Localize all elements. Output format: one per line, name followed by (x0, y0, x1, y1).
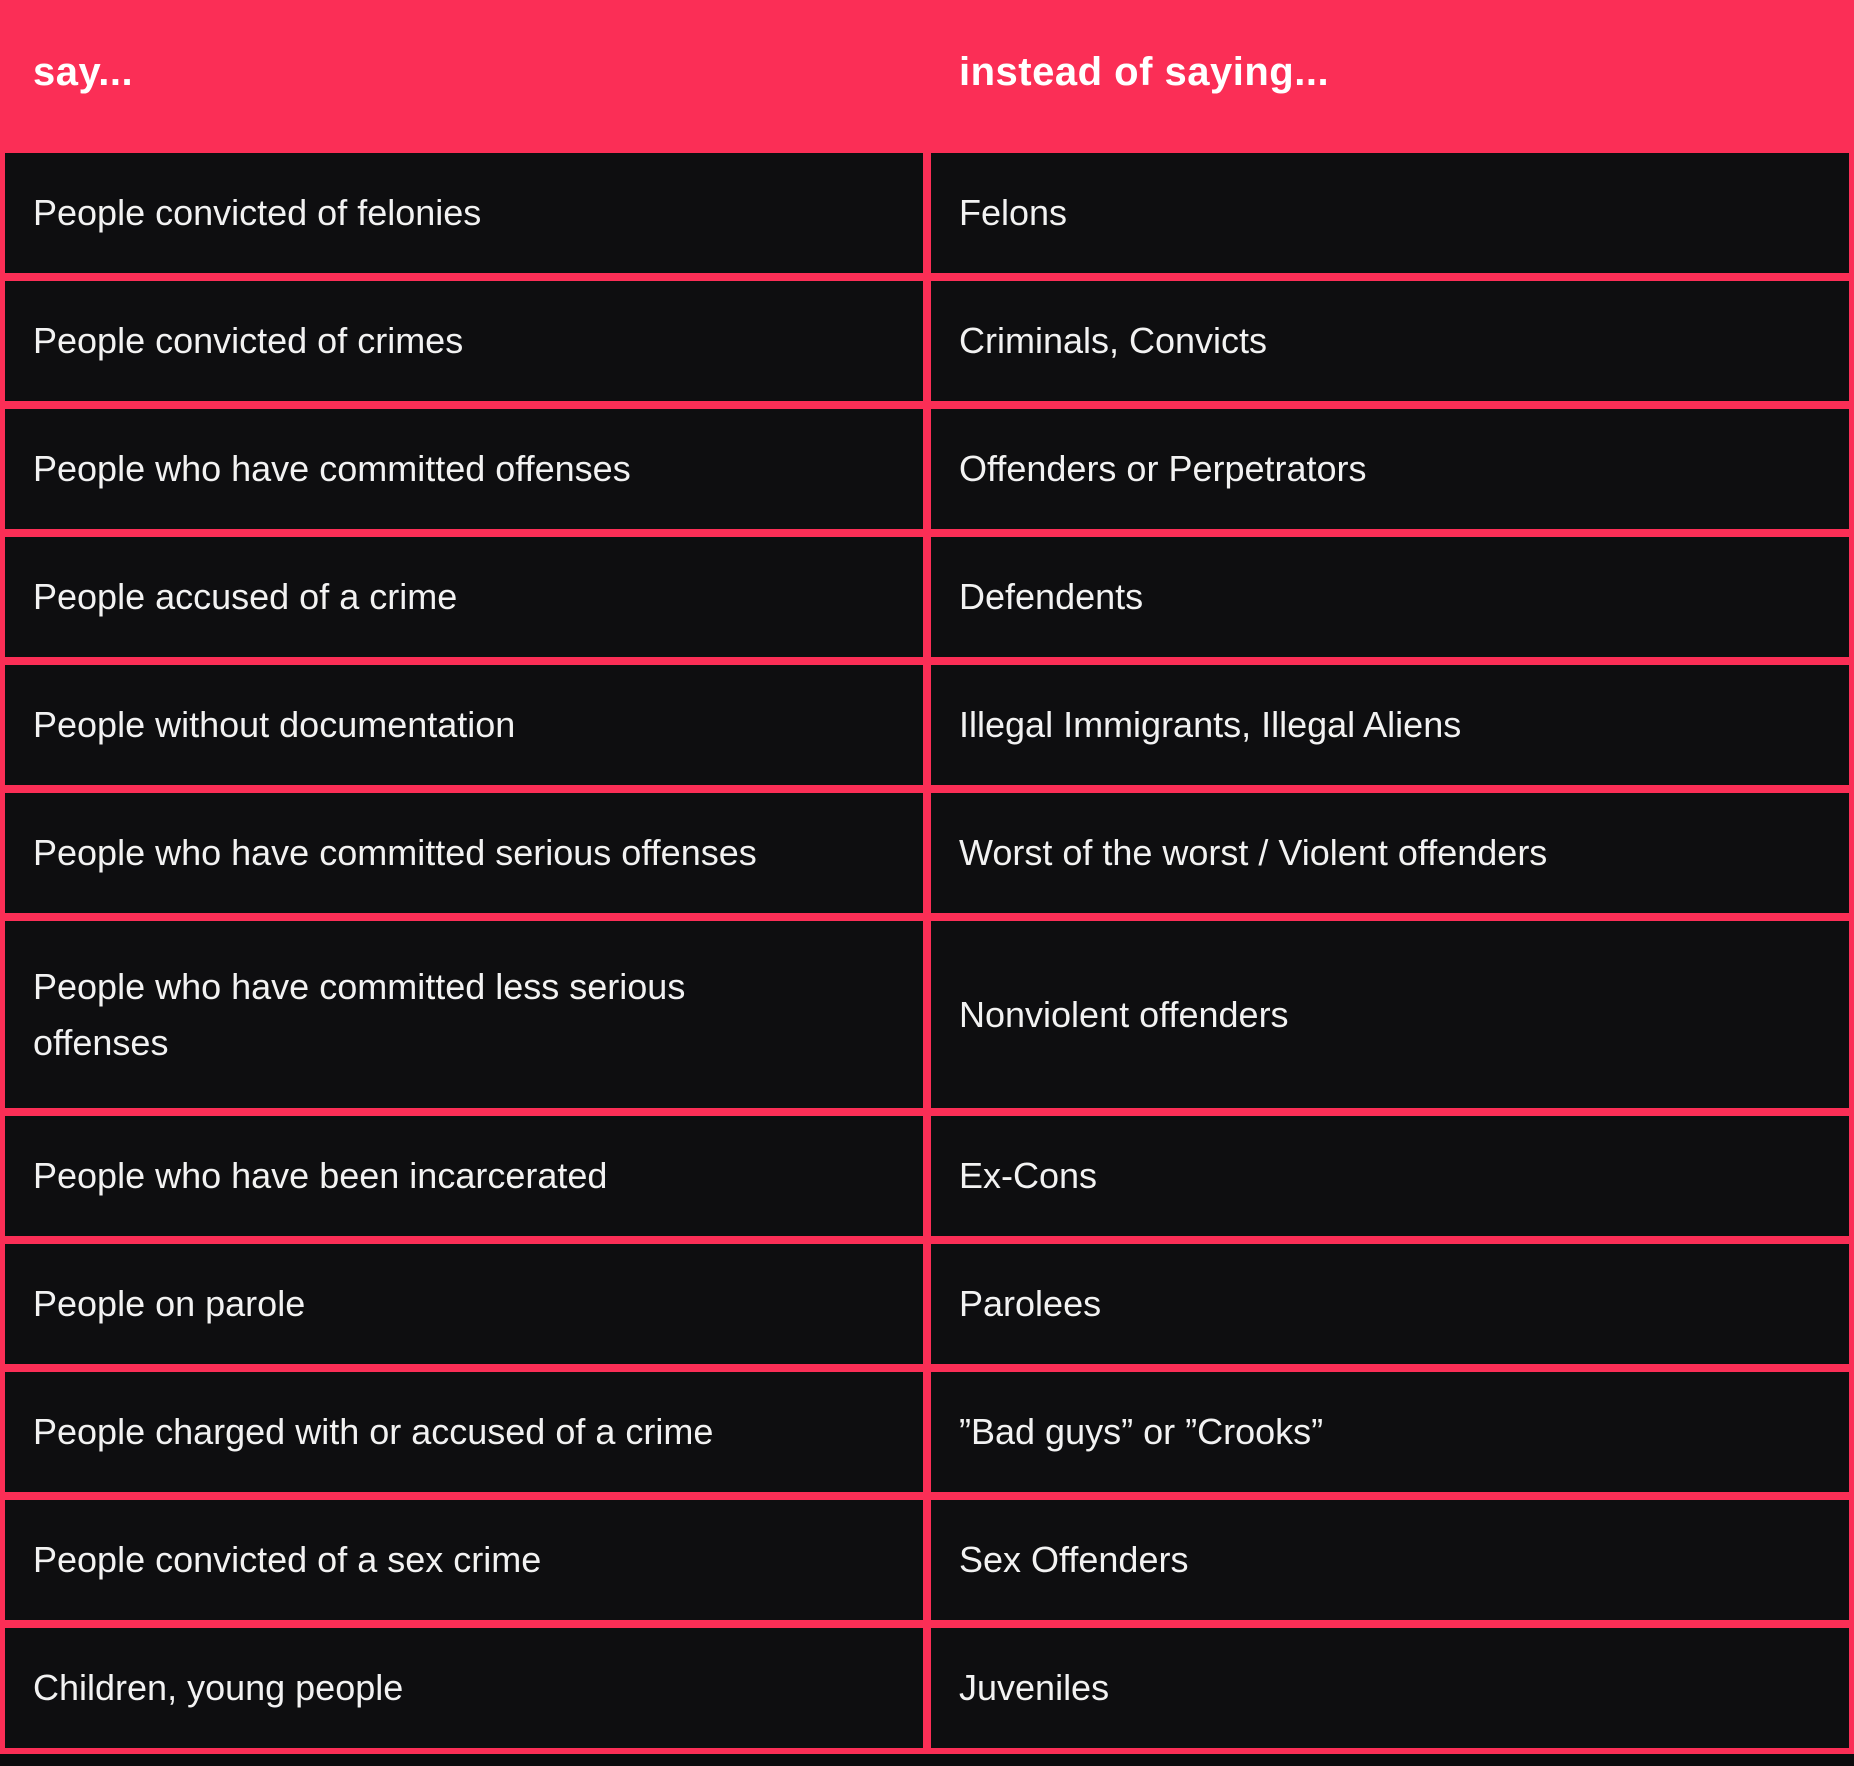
say-cell: People convicted of a sex crime (5, 1500, 923, 1620)
say-cell: People who have committed less serious o… (5, 921, 923, 1108)
say-cell: People charged with or accused of a crim… (5, 1372, 923, 1492)
table-row: People who have committed serious offens… (5, 793, 1849, 913)
say-text: People who have been incarcerated (33, 1155, 608, 1197)
instead-text: Ex-Cons (959, 1155, 1098, 1197)
instead-cell: Juveniles (931, 1628, 1849, 1748)
say-text: People who have committed less serious o… (33, 965, 686, 1063)
instead-text: Defendents (959, 576, 1144, 618)
say-text: People charged with or accused of a crim… (33, 1411, 714, 1453)
say-text: People without documentation (33, 704, 516, 746)
instead-cell: Nonviolent offenders (931, 921, 1849, 1108)
column-header-say: say... (33, 50, 134, 94)
instead-text: Juveniles (959, 1667, 1110, 1709)
say-text: People convicted of a sex crime (33, 1539, 542, 1581)
instead-cell: Sex Offenders (931, 1500, 1849, 1620)
table-row: Children, young people Juveniles (5, 1628, 1849, 1748)
instead-cell: Worst of the worst / Violent offenders (931, 793, 1849, 913)
table-row: People who have been incarcerated Ex-Con… (5, 1116, 1849, 1236)
table-row: People on parole Parolees (5, 1244, 1849, 1364)
table-row: People charged with or accused of a crim… (5, 1372, 1849, 1492)
say-text: Children, young people (33, 1667, 404, 1709)
say-cell: People convicted of felonies (5, 153, 923, 273)
say-cell: People accused of a crime (5, 537, 923, 657)
instead-cell: Ex-Cons (931, 1116, 1849, 1236)
say-cell: People convicted of crimes (5, 281, 923, 401)
instead-cell: Criminals, Convicts (931, 281, 1849, 401)
say-text: People who have committed serious offens… (33, 832, 757, 874)
table-header: say... instead of saying... (5, 0, 1849, 145)
instead-text: Offenders or Perpetrators (959, 448, 1367, 490)
say-text: People convicted of felonies (33, 192, 482, 234)
instead-cell: Felons (931, 153, 1849, 273)
instead-cell: ”Bad guys” or ”Crooks” (931, 1372, 1849, 1492)
say-cell: People on parole (5, 1244, 923, 1364)
table-row: People who have committed offenses Offen… (5, 409, 1849, 529)
say-cell: Children, young people (5, 1628, 923, 1748)
say-cell: People who have committed serious offens… (5, 793, 923, 913)
instead-cell: Offenders or Perpetrators (931, 409, 1849, 529)
instead-cell: Parolees (931, 1244, 1849, 1364)
table-row: People accused of a crime Defendents (5, 537, 1849, 657)
table-row: People without documentation Illegal Imm… (5, 665, 1849, 785)
column-header-instead: instead of saying... (959, 50, 1330, 94)
say-text: People on parole (33, 1283, 306, 1325)
instead-text: Nonviolent offenders (959, 993, 1289, 1035)
table-row: People convicted of a sex crime Sex Offe… (5, 1500, 1849, 1620)
say-cell: People who have committed offenses (5, 409, 923, 529)
instead-text: Criminals, Convicts (959, 320, 1268, 362)
say-text: People who have committed offenses (33, 448, 631, 490)
instead-text: Worst of the worst / Violent offenders (959, 832, 1548, 874)
instead-text: Felons (959, 192, 1068, 234)
instead-cell: Defendents (931, 537, 1849, 657)
instead-text: Parolees (959, 1283, 1102, 1325)
instead-text: Sex Offenders (959, 1539, 1189, 1581)
instead-text: Illegal Immigrants, Illegal Aliens (959, 704, 1462, 746)
say-cell: People who have been incarcerated (5, 1116, 923, 1236)
table-row: People convicted of felonies Felons (5, 153, 1849, 273)
table-row: People who have committed less serious o… (5, 921, 1849, 1108)
say-text: People convicted of crimes (33, 320, 464, 362)
instead-cell: Illegal Immigrants, Illegal Aliens (931, 665, 1849, 785)
say-text: People accused of a crime (33, 576, 458, 618)
table-row: People convicted of crimes Criminals, Co… (5, 281, 1849, 401)
say-cell: People without documentation (5, 665, 923, 785)
instead-text: ”Bad guys” or ”Crooks” (959, 1411, 1324, 1453)
